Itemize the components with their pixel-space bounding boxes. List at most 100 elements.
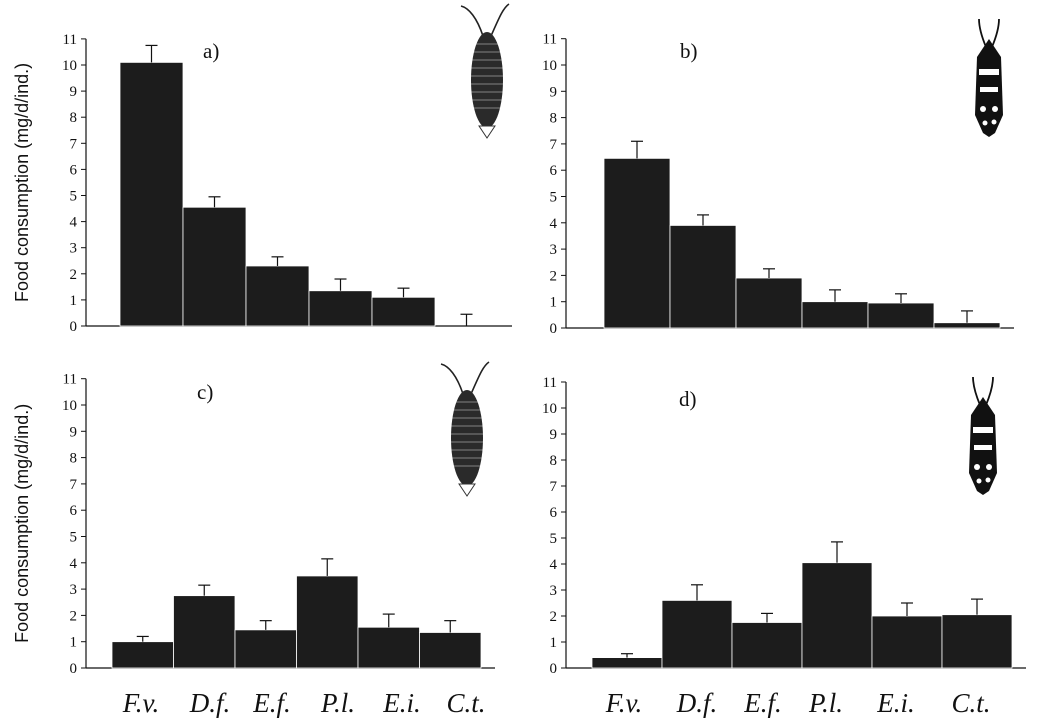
body-spot	[980, 106, 986, 112]
antenna-left	[460, 5, 484, 37]
panel-letter: c)	[197, 380, 213, 404]
body-band	[980, 87, 998, 92]
y-tick-label: 4	[550, 557, 558, 573]
bar	[234, 629, 297, 669]
y-tick-label: 7	[70, 136, 78, 152]
y-tick-label: 1	[550, 295, 558, 311]
isopod-icon	[460, 3, 510, 139]
antenna-left	[440, 363, 464, 395]
y-tick-label: 6	[70, 503, 78, 519]
y-axis-title: Food consumption (mg/d/ind.)	[12, 404, 32, 643]
y-tick-label: 0	[70, 319, 78, 335]
bar	[357, 626, 420, 669]
y-tick-label: 4	[70, 556, 78, 572]
x-category-label: F.v.	[605, 688, 643, 718]
y-tick-label: 2	[70, 267, 78, 283]
isopod-tail	[458, 483, 476, 497]
y-tick-label: 10	[62, 58, 77, 74]
bar	[245, 265, 310, 327]
y-tick-label: 8	[70, 110, 78, 126]
panel-b: 0 1 2 3 4 5 6 7 8 9 10 11 b)	[542, 18, 1014, 337]
body-spot	[985, 477, 991, 483]
y-tick-label: 6	[550, 505, 558, 521]
y-tick-label: 3	[70, 241, 78, 257]
y-tick-label: 9	[550, 427, 558, 443]
x-category-label: P.l.	[808, 688, 843, 718]
x-category-label: F.v.	[122, 688, 160, 718]
antenna-right	[991, 18, 1000, 48]
y-tick-label: 10	[542, 58, 557, 74]
bar	[801, 562, 873, 669]
body-spot	[982, 120, 988, 126]
y-tick-label: 11	[63, 32, 77, 48]
y-tick-label: 6	[550, 163, 558, 179]
antenna-right	[470, 361, 490, 395]
y-tick-label: 1	[70, 293, 78, 309]
y-tick-label: 10	[62, 398, 77, 414]
body-spot	[991, 119, 997, 125]
y-tick-label: 0	[550, 661, 558, 677]
y-tick-label: 5	[550, 531, 558, 547]
panel-a: 0 1 2 3 4 5 6 7 8 9 10 11 a) Food consumption (mg/d/i…	[12, 3, 512, 335]
bar	[871, 615, 943, 669]
y-tick-label: 7	[70, 477, 78, 493]
bar	[119, 61, 184, 327]
bar	[296, 575, 359, 669]
y-tick-label: 2	[550, 609, 558, 625]
y-tick-label: 6	[70, 162, 78, 178]
bar	[419, 632, 482, 669]
body-spot	[986, 464, 992, 470]
y-tick-label: 4	[70, 215, 78, 231]
x-category-label: E.f.	[743, 688, 782, 718]
y-tick-label: 1	[70, 635, 78, 651]
antenna-right	[490, 3, 510, 37]
y-tick-label: 10	[542, 401, 557, 417]
body-spot	[976, 478, 982, 484]
panel-d: 0 1 2 3 4 5 6 7 8 9 10 11 d)	[542, 375, 1026, 677]
y-tick-label: 5	[550, 190, 558, 206]
y-tick-label: 11	[543, 32, 557, 48]
isopod-icon	[440, 361, 490, 497]
y-tick-label: 5	[70, 530, 78, 546]
y-tick-label: 7	[550, 137, 558, 153]
y-tick-label: 9	[550, 84, 558, 100]
y-tick-label: 1	[550, 635, 558, 651]
bar	[661, 600, 733, 669]
x-category-label: C.t.	[446, 688, 485, 718]
bar	[867, 302, 935, 329]
antenna-right	[985, 376, 994, 406]
panel-letter: b)	[680, 39, 698, 63]
bar	[731, 622, 803, 669]
y-tick-label: 0	[70, 661, 78, 677]
bar	[801, 301, 869, 329]
bar	[735, 277, 803, 329]
panel-c: 0 1 2 3 4 5 6 7 8 9 10 11 c) Food consumption (mg/d/i…	[12, 361, 495, 677]
bar	[182, 206, 247, 327]
x-category-label: C.t.	[951, 688, 990, 718]
isopod-body	[451, 390, 483, 486]
bar	[941, 614, 1013, 669]
bar	[308, 290, 373, 327]
bar	[603, 157, 671, 329]
y-axis-title: Food consumption (mg/d/ind.)	[12, 63, 32, 302]
y-tick-label: 8	[550, 111, 558, 127]
category-label-row: F.v. D.f. E.f. P.l. E.i. C.t. F.v. D.f. E.f. P.l.…	[122, 688, 991, 718]
x-category-label: E.i.	[876, 688, 915, 718]
bar	[111, 641, 174, 669]
y-tick-label: 7	[550, 479, 558, 495]
y-tick-label: 5	[70, 189, 78, 205]
body-band	[973, 427, 993, 433]
x-category-label: E.f.	[252, 688, 291, 718]
antenna-left	[978, 18, 987, 48]
y-tick-label: 8	[70, 451, 78, 467]
amphipod-icon	[975, 18, 1003, 137]
y-tick-label: 9	[70, 84, 78, 100]
y-tick-label: 0	[550, 321, 558, 337]
isopod-tail	[478, 125, 496, 139]
x-category-label: P.l.	[320, 688, 355, 718]
x-category-label: E.i.	[382, 688, 421, 718]
bar	[933, 322, 1001, 329]
bar	[371, 296, 436, 327]
isopod-body	[471, 32, 503, 128]
